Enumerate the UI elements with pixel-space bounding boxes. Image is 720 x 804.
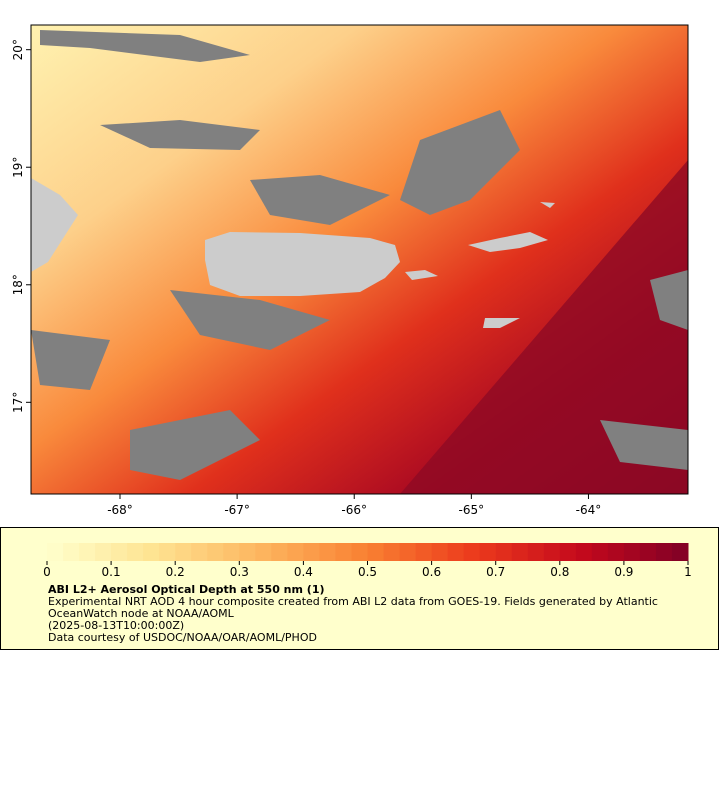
colorbar-tick-label: 0.5	[358, 565, 377, 579]
legend-title: ABI L2+ Aerosol Optical Depth at 550 nm …	[48, 583, 325, 596]
colorbar-swatch	[575, 543, 593, 561]
legend-line: (2025-08-13T10:00:00Z)	[48, 619, 184, 632]
x-tick-label: -67°	[224, 503, 250, 517]
colorbar-swatch	[175, 543, 192, 561]
y-tick-label: 20°	[11, 39, 25, 60]
colorbar-tick-label: 0.8	[550, 565, 569, 579]
x-tick-label: -68°	[107, 503, 133, 517]
colorbar-swatch	[639, 543, 657, 561]
colorbar-swatch	[527, 543, 545, 561]
colorbar-swatch	[335, 543, 352, 561]
colorbar-tick-label: 0.9	[614, 565, 633, 579]
colorbar-swatch	[495, 543, 513, 561]
colorbar-swatch	[47, 543, 64, 561]
colorbar-swatch	[351, 543, 368, 561]
x-tick-label: -66°	[341, 503, 367, 517]
colorbar-swatch	[399, 543, 417, 561]
colorbar-swatch	[463, 543, 481, 561]
x-tick-label: -65°	[459, 503, 485, 517]
colorbar-tick-label: 0.7	[486, 565, 505, 579]
legend-line: Experimental NRT AOD 4 hour composite cr…	[48, 595, 658, 608]
colorbar-swatch	[287, 543, 304, 561]
colorbar-tick-label: 0.3	[230, 565, 249, 579]
colorbar-swatch	[367, 543, 385, 561]
x-tick-label: -64°	[576, 503, 602, 517]
colorbar-swatch	[271, 543, 288, 561]
legend-line: OceanWatch node at NOAA/AOML	[48, 607, 235, 620]
colorbar-tick-label: 0.1	[102, 565, 121, 579]
colorbar-swatch	[303, 543, 320, 561]
colorbar-swatch	[63, 543, 80, 561]
colorbar-swatch	[447, 543, 465, 561]
colorbar-swatch	[239, 543, 256, 561]
colorbar-swatch	[143, 543, 160, 561]
legend-line: Data courtesy of USDOC/NOAA/OAR/AOML/PHO…	[48, 631, 317, 644]
colorbar-swatch	[559, 543, 577, 561]
colorbar-swatch	[127, 543, 144, 561]
colorbar-swatch	[223, 543, 240, 561]
colorbar-swatch	[623, 543, 641, 561]
map-frame	[30, 24, 689, 495]
y-tick-label: 17°	[11, 392, 25, 413]
colorbar-tick-label: 1	[684, 565, 692, 579]
y-tick-label: 18°	[11, 274, 25, 295]
colorbar-swatch	[207, 543, 224, 561]
colorbar-swatch	[79, 543, 96, 561]
colorbar-swatch	[431, 543, 449, 561]
colorbar-swatch	[671, 543, 689, 561]
colorbar-tick-label: 0.2	[166, 565, 185, 579]
colorbar-tick-label: 0.6	[422, 565, 441, 579]
colorbar-swatch	[95, 543, 112, 561]
colorbar-tick-label: 0	[43, 565, 51, 579]
colorbar-tick-label: 0.4	[294, 565, 313, 579]
colorbar-swatch	[511, 543, 529, 561]
colorbar-swatch	[255, 543, 272, 561]
colorbar-swatch	[479, 543, 497, 561]
colorbar-swatch	[415, 543, 433, 561]
colorbar-swatch	[543, 543, 561, 561]
colorbar-swatch	[383, 543, 401, 561]
colorbar-swatch	[159, 543, 176, 561]
colorbar-swatch	[319, 543, 336, 561]
y-tick-label: 19°	[11, 157, 25, 178]
colorbar-swatch	[111, 543, 128, 561]
colorbar-swatch	[607, 543, 625, 561]
colorbar-swatch	[191, 543, 208, 561]
colorbar-swatch	[655, 543, 673, 561]
colorbar-swatch	[591, 543, 609, 561]
map-raster	[31, 25, 688, 494]
